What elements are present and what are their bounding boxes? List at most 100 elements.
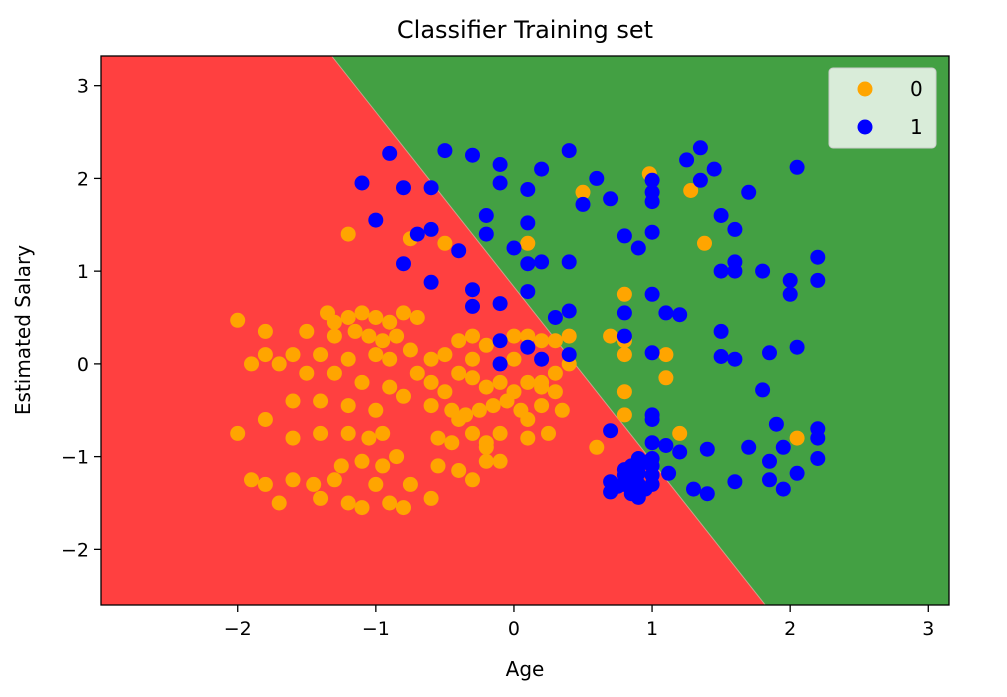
data-point-class-1 [561, 303, 577, 319]
data-point-class-0 [465, 351, 480, 367]
data-point-class-0 [382, 314, 398, 330]
data-point-class-1 [492, 333, 508, 349]
data-point-class-1 [616, 228, 632, 244]
data-point-class-0 [547, 365, 563, 381]
legend: 01 [828, 67, 937, 149]
data-point-class-1 [616, 328, 632, 344]
data-point-class-0 [506, 328, 522, 344]
data-point-class-1 [561, 254, 577, 270]
y-axis-label: Estimated Salary [11, 245, 35, 415]
data-point-class-1 [755, 263, 771, 279]
data-point-class-0 [658, 370, 674, 386]
data-point-class-0 [354, 453, 370, 469]
data-point-class-0 [244, 472, 259, 488]
data-point-class-1 [382, 145, 398, 161]
data-point-class-1 [465, 298, 480, 314]
data-point-class-1 [658, 305, 674, 321]
data-point-class-0 [658, 347, 674, 363]
data-point-class-1 [789, 159, 805, 175]
data-point-class-1 [478, 226, 494, 242]
data-point-class-0 [361, 328, 377, 344]
data-point-class-1 [575, 196, 591, 212]
data-point-class-0 [423, 351, 439, 367]
data-point-class-1 [755, 382, 771, 398]
data-point-class-1 [692, 140, 708, 156]
data-point-class-0 [478, 453, 494, 469]
data-point-class-1 [762, 472, 777, 488]
data-point-class-0 [326, 328, 342, 344]
data-point-class-0 [257, 347, 273, 363]
data-point-class-0 [244, 356, 259, 372]
data-point-class-0 [520, 374, 536, 390]
data-point-class-0 [285, 472, 301, 488]
data-point-class-0 [616, 286, 632, 302]
data-point-class-0 [402, 476, 418, 492]
data-point-class-1 [492, 157, 508, 172]
data-point-class-1 [699, 441, 715, 457]
data-point-class-0 [382, 495, 398, 511]
data-point-class-0 [589, 439, 605, 455]
data-point-class-0 [478, 439, 494, 455]
data-point-class-1 [762, 345, 777, 361]
data-point-class-1 [616, 476, 632, 492]
x-axis-ticks: −2 −1 0 1 2 3 [224, 605, 934, 640]
data-point-class-1 [775, 481, 791, 497]
data-point-class-1 [706, 161, 722, 177]
data-point-class-0 [354, 500, 370, 516]
data-point-class-1 [789, 339, 805, 355]
data-point-class-1 [492, 175, 508, 191]
data-point-class-1 [409, 226, 425, 242]
data-point-class-0 [541, 425, 556, 441]
data-point-class-0 [333, 458, 349, 474]
data-point-class-1 [396, 256, 411, 272]
data-point-class-0 [444, 435, 460, 451]
data-point-class-0 [492, 425, 508, 441]
data-point-class-0 [789, 430, 805, 446]
data-point-class-1 [658, 438, 674, 453]
data-point-class-0 [285, 393, 301, 409]
data-point-class-1 [644, 345, 660, 361]
legend-marker-1 [857, 119, 873, 135]
data-point-class-1 [672, 444, 688, 460]
data-point-class-0 [313, 425, 329, 441]
data-point-class-1 [644, 476, 660, 492]
data-point-class-0 [313, 490, 329, 506]
data-point-class-1 [686, 481, 701, 497]
data-point-class-0 [478, 337, 494, 353]
data-point-class-1 [661, 465, 677, 481]
data-point-class-0 [375, 333, 391, 349]
data-point-class-1 [423, 274, 439, 290]
data-point-class-1 [478, 208, 494, 223]
data-point-class-0 [230, 425, 246, 441]
y-tick-label: 3 [77, 76, 89, 98]
data-point-class-0 [299, 323, 315, 339]
data-point-class-0 [340, 495, 356, 511]
data-point-class-0 [492, 374, 508, 390]
data-point-class-0 [492, 453, 508, 469]
data-point-class-0 [340, 310, 356, 325]
data-point-class-0 [409, 310, 425, 325]
data-point-class-0 [465, 370, 480, 386]
data-point-class-0 [340, 351, 356, 367]
data-point-class-1 [644, 194, 660, 210]
data-point-class-0 [368, 476, 384, 492]
x-tick-label: −1 [362, 618, 390, 640]
data-point-class-0 [340, 226, 356, 242]
data-point-class-0 [354, 305, 370, 321]
data-point-class-0 [382, 379, 398, 395]
x-tick-label: 1 [646, 618, 658, 640]
region-class-0 [101, 56, 766, 605]
data-point-class-0 [326, 472, 342, 488]
data-point-class-0 [326, 365, 342, 381]
data-point-class-1 [727, 351, 743, 367]
data-point-class-0 [306, 476, 322, 492]
data-point-class-0 [389, 328, 405, 344]
data-point-class-0 [340, 398, 356, 414]
data-point-class-1 [713, 349, 729, 364]
x-axis-label: Age [506, 657, 545, 681]
y-tick-label: −1 [61, 447, 89, 469]
data-point-class-1 [672, 307, 688, 323]
data-point-class-0 [534, 398, 550, 414]
data-point-class-0 [506, 351, 522, 367]
data-point-class-1 [727, 221, 743, 237]
